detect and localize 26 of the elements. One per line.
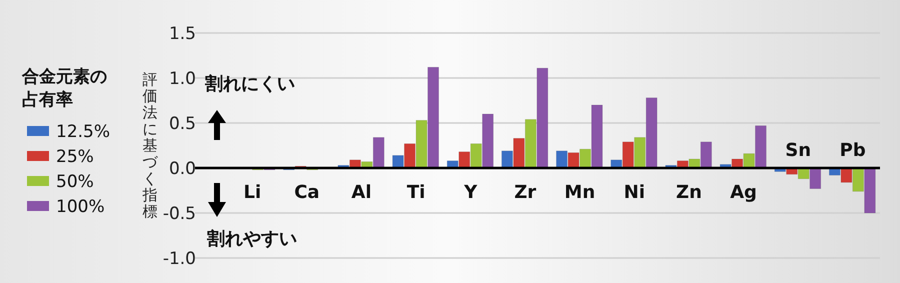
x-tick-label: Al xyxy=(351,182,372,203)
legend-label: 12.5% xyxy=(56,122,110,142)
legend-label: 100% xyxy=(56,197,105,217)
legend-title: 合金元素の占有率 xyxy=(21,67,107,110)
x-tick-label: Mn xyxy=(564,182,596,203)
text: 評価法に基づく指標 xyxy=(142,70,158,220)
legend-label: 25% xyxy=(56,147,94,167)
x-tick-label: Ag xyxy=(730,182,757,203)
legend-label: 50% xyxy=(56,172,94,192)
x-tick-label: Y xyxy=(463,182,478,203)
y-tick-label: -1.0 xyxy=(162,249,196,269)
x-tick-label: Ti xyxy=(406,182,426,203)
x-tick-label: Pb xyxy=(840,140,866,161)
y-tick-label: 0.5 xyxy=(168,114,196,134)
x-tick-label: Zn xyxy=(676,182,702,203)
annotation: 割れにくい xyxy=(204,74,295,95)
annotation: 割れやすい xyxy=(206,228,297,250)
x-tick-label: Ni xyxy=(624,182,645,203)
x-tick-label: Sn xyxy=(785,140,812,161)
y-tick-label: 0.0 xyxy=(168,159,196,179)
x-tick-label: Ca xyxy=(294,182,320,203)
y-tick-label: 1.5 xyxy=(168,24,196,44)
x-tick-label: Li xyxy=(243,182,262,203)
y-tick-label: -0.5 xyxy=(162,204,196,224)
x-tick-label: Zr xyxy=(514,182,536,203)
y-tick-label: 1.0 xyxy=(168,69,196,89)
